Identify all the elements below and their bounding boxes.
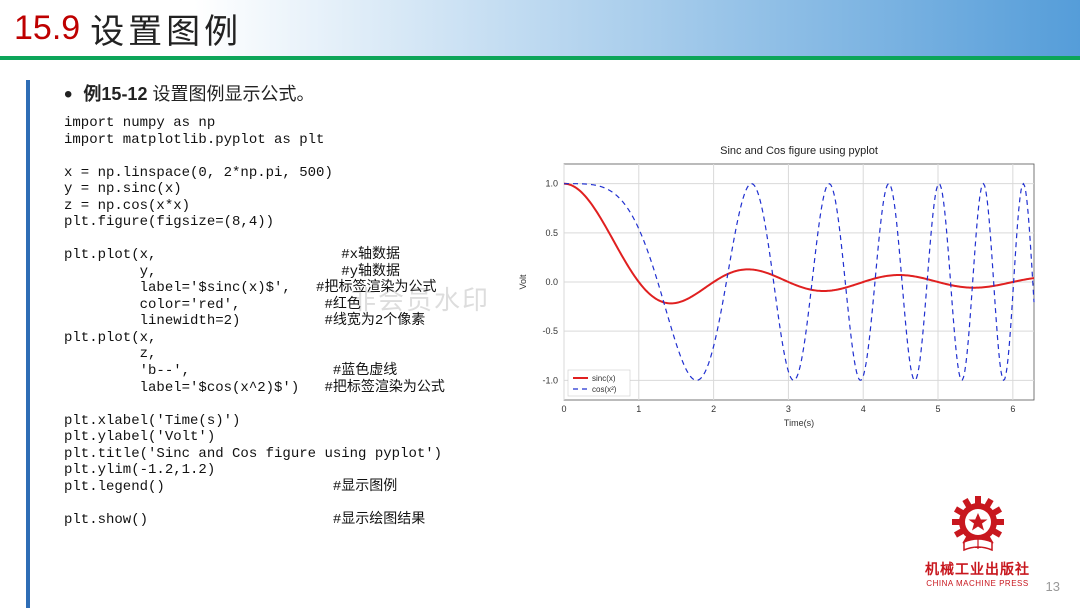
page-number: 13 xyxy=(1046,579,1060,594)
chart-svg: 0 1 2 3 4 5 6 -1.0 -0.5 0.0 0.5 1.0 Sinc and Cos fig… xyxy=(510,140,1050,440)
svg-text:2: 2 xyxy=(711,404,716,414)
svg-text:5: 5 xyxy=(936,404,941,414)
svg-text:-1.0: -1.0 xyxy=(542,375,558,385)
svg-text:0.0: 0.0 xyxy=(545,277,558,287)
svg-text:6: 6 xyxy=(1010,404,1015,414)
slide-body: • 例15-12 设置图例显示公式。 import numpy as np im… xyxy=(26,80,1080,608)
svg-text:Volt: Volt xyxy=(518,274,528,290)
publisher-logo: 机械工业出版社 CHINA MACHINE PRESS xyxy=(925,496,1030,588)
slide-title-bar: 15.9 设置图例 xyxy=(0,0,1080,60)
section-title: 设置图例 xyxy=(90,4,242,53)
svg-text:cos(x²): cos(x²) xyxy=(592,385,617,394)
publisher-name-en: CHINA MACHINE PRESS xyxy=(925,579,1030,588)
svg-text:-0.5: -0.5 xyxy=(542,326,558,336)
gear-icon xyxy=(950,496,1006,557)
bullet-dot: • xyxy=(64,81,72,108)
publisher-name-cn: 机械工业出版社 xyxy=(925,559,1030,579)
section-number: 15.9 xyxy=(14,9,80,48)
chart-figure: 0 1 2 3 4 5 6 -1.0 -0.5 0.0 0.5 1.0 Sinc and Cos fig… xyxy=(510,140,1050,440)
example-number: 例15-12 xyxy=(83,84,147,104)
svg-text:0.5: 0.5 xyxy=(545,228,558,238)
example-desc: 设置图例显示公式。 xyxy=(152,84,314,104)
svg-text:1: 1 xyxy=(636,404,641,414)
svg-text:Time(s): Time(s) xyxy=(784,418,814,428)
example-bullet: • 例15-12 设置图例显示公式。 xyxy=(64,80,1080,109)
watermark-text: 非会员水印 xyxy=(350,280,490,317)
svg-text:0: 0 xyxy=(561,404,566,414)
svg-text:3: 3 xyxy=(786,404,791,414)
svg-text:sinc(x): sinc(x) xyxy=(592,374,616,383)
svg-text:4: 4 xyxy=(861,404,866,414)
svg-text:Sinc and Cos figure using pypl: Sinc and Cos figure using pyplot xyxy=(720,145,878,157)
svg-text:1.0: 1.0 xyxy=(545,179,558,189)
